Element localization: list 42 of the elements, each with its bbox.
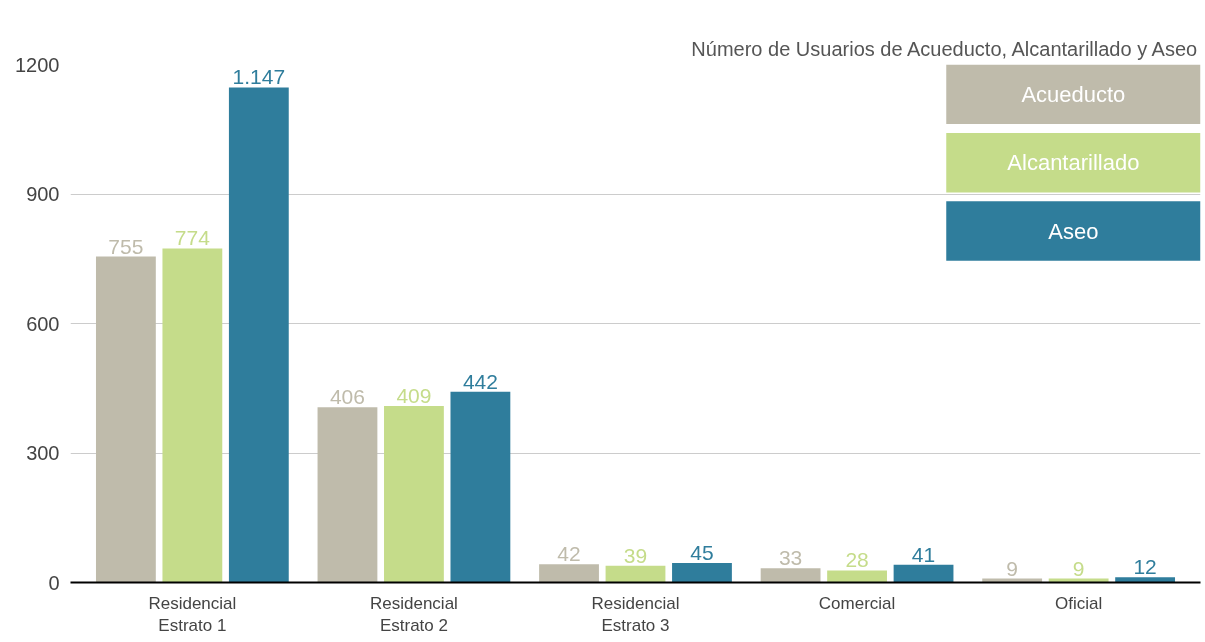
text: Alcantarillado [1007, 150, 1140, 176]
bar [760, 568, 821, 583]
y-tick-label: 300 [26, 442, 60, 464]
bar [162, 248, 223, 583]
data-label: 45 [690, 541, 714, 565]
bar [605, 565, 666, 583]
y-tick-label: 0 [48, 571, 60, 594]
x-tick-label: Residencial Estrato 3 [591, 593, 680, 636]
data-label: 774 [174, 226, 211, 250]
text: Acueducto [1021, 81, 1126, 107]
y-tick-label: 600 [26, 312, 60, 335]
data-label: 9 [1006, 556, 1019, 580]
bar [95, 256, 156, 583]
y-tick-label: 900 [26, 183, 60, 205]
bar [317, 407, 378, 583]
data-label: 41 [911, 542, 936, 566]
bar [893, 564, 954, 583]
chart-title: Número de Usuarios de Acueducto, Alcantarillado y Aseo [691, 37, 1198, 60]
bar [228, 87, 289, 583]
x-tick-label: Oficial [1055, 593, 1103, 613]
bar [450, 391, 511, 583]
data-label: 28 [845, 548, 869, 572]
x-tick-label: Residencial Estrato 2 [369, 593, 458, 636]
data-label: 9 [1072, 556, 1085, 580]
text: Aseo [1048, 218, 1099, 244]
bar [672, 563, 732, 583]
data-label: 755 [108, 234, 144, 258]
bar [384, 405, 444, 583]
bar [1115, 577, 1176, 583]
data-label: 409 [396, 383, 432, 407]
data-label: 39 [623, 543, 648, 567]
data-label: 33 [778, 546, 803, 570]
data-label: 12 [1133, 555, 1157, 579]
data-label: 406 [329, 385, 365, 409]
y-tick-label: 1200 [15, 53, 60, 76]
data-label: 1.147 [232, 65, 286, 89]
bar [827, 570, 887, 583]
data-label: 442 [462, 369, 498, 393]
bar [539, 564, 599, 583]
data-label: 42 [557, 542, 581, 566]
x-tick-label: Residencial Estrato 1 [148, 593, 237, 636]
x-tick-label: Comercial [818, 593, 896, 613]
